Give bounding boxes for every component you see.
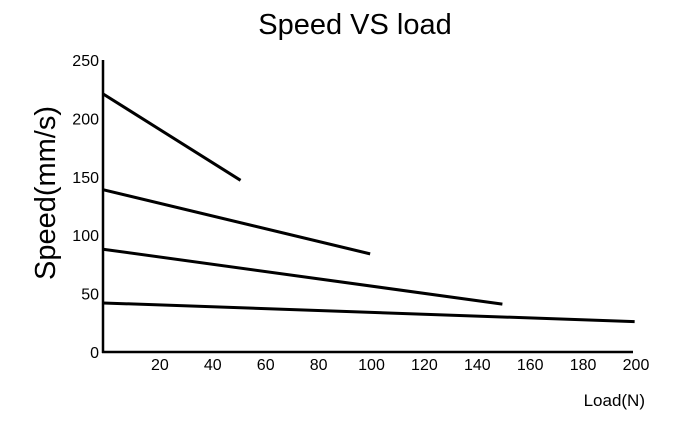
- y-axis-label: Speed(mm/s): [30, 106, 62, 280]
- y-tick-label: 0: [90, 345, 99, 362]
- x-tick-label: 140: [464, 357, 491, 374]
- x-tick-labels: 20 40 60 80 100 120 140 160 180 200: [151, 357, 649, 374]
- y-tick-label: 250: [72, 53, 99, 70]
- x-tick-label: 40: [204, 357, 222, 374]
- chart-title: Speed VS load: [258, 9, 451, 41]
- x-tick-label: 80: [310, 357, 328, 374]
- series-line-1: [102, 92, 242, 182]
- series-line-3: [102, 247, 503, 306]
- series-line-2: [102, 188, 371, 256]
- x-tick-label: 120: [411, 357, 438, 374]
- y-tick-label: 200: [72, 111, 99, 128]
- y-tick-label: 100: [72, 228, 99, 245]
- y-tick-label: 150: [72, 170, 99, 187]
- x-tick-label: 20: [151, 357, 169, 374]
- series-line-4: [102, 301, 635, 324]
- x-tick-label: 100: [358, 357, 385, 374]
- x-tick-label: 180: [570, 357, 597, 374]
- x-tick-label: 200: [623, 357, 650, 374]
- x-tick-label: 60: [257, 357, 275, 374]
- y-tick-labels: 0 50 100 150 200 250: [72, 53, 99, 362]
- y-tick-label: 50: [81, 287, 99, 304]
- x-tick-label: 160: [517, 357, 544, 374]
- series-lines: [102, 92, 635, 324]
- x-axis-label: Load(N): [584, 391, 645, 410]
